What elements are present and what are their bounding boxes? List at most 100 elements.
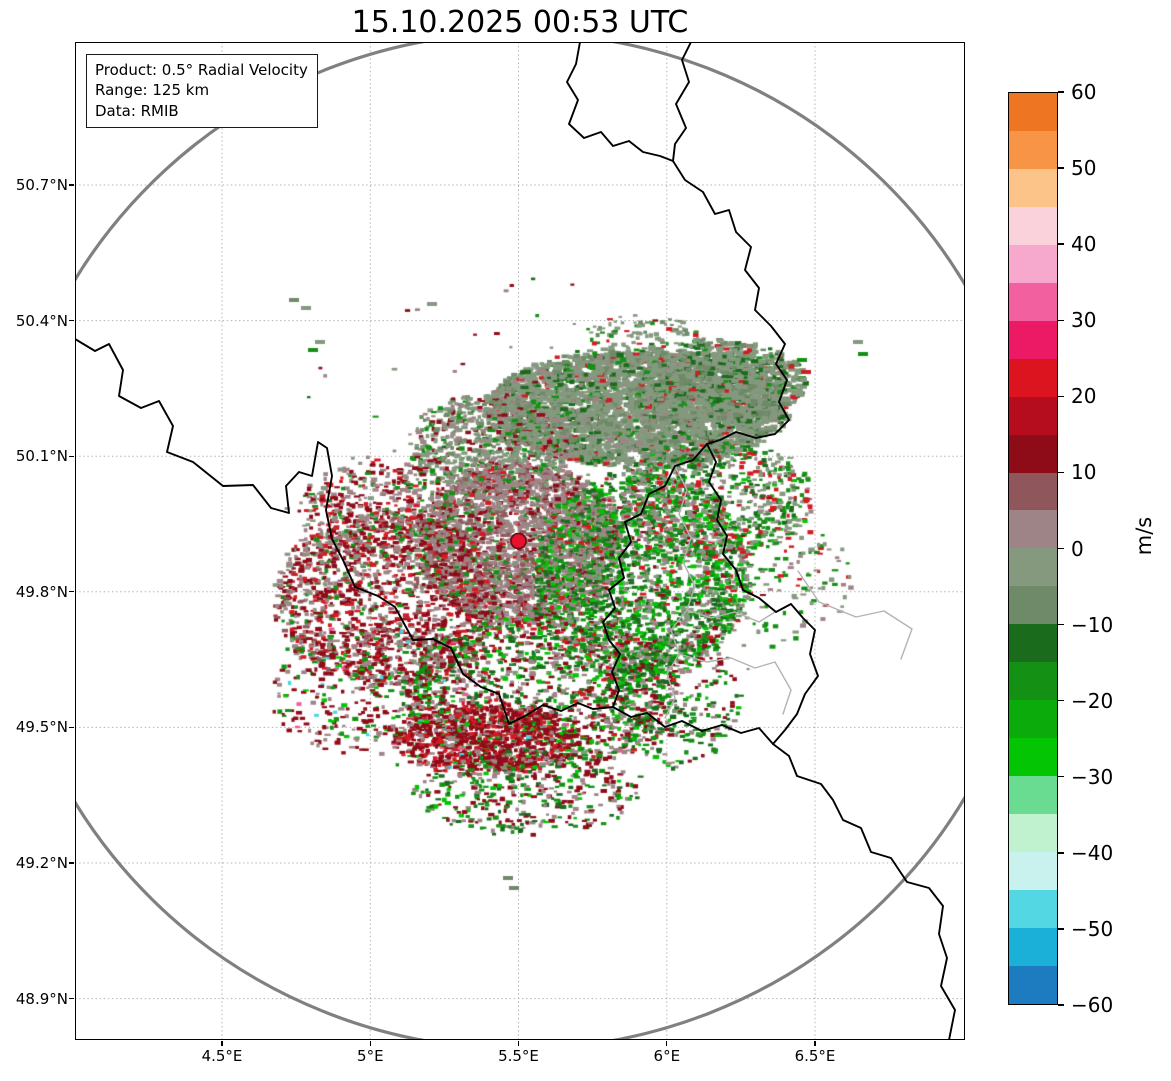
y-tick-mark <box>69 455 74 457</box>
colorbar-tick-label: 20 <box>1071 384 1097 409</box>
province-border <box>690 535 726 543</box>
colorbar-tick-mark <box>1058 1004 1064 1006</box>
province-border <box>818 601 913 660</box>
colorbar-tick-mark <box>1058 547 1064 550</box>
colorbar-segment <box>1009 206 1057 245</box>
colorbar-tick-mark <box>1058 776 1064 778</box>
range-line: Range: 125 km <box>95 81 210 100</box>
province-border <box>797 570 820 603</box>
colorbar-tick-label: 50 <box>1071 156 1097 181</box>
x-tick-label: 5.5°E <box>498 1047 539 1065</box>
colorbar-segment <box>1009 93 1057 131</box>
product-info-box: Product: 0.5° Radial Velocity Range: 125… <box>86 54 318 129</box>
country-border <box>612 706 774 745</box>
y-tick-mark <box>69 184 74 186</box>
colorbar-tick-label: −40 <box>1071 840 1114 865</box>
colorbar-tick-label: 40 <box>1071 232 1097 257</box>
x-tick-mark <box>666 1041 668 1046</box>
figure-title: 15.10.2025 00:53 UTC <box>351 5 689 40</box>
colorbar-segment <box>1009 814 1057 853</box>
colorbar-tick-label: 0 <box>1071 536 1084 561</box>
map-overlay <box>75 42 965 1040</box>
colorbar-segment <box>1009 738 1057 777</box>
country-border <box>672 160 790 445</box>
colorbar-segment <box>1009 510 1057 549</box>
x-tick-mark <box>221 1041 223 1046</box>
province-border <box>664 609 688 719</box>
colorbar-segment <box>1009 662 1057 701</box>
y-tick-label: 48.9°N <box>15 989 68 1008</box>
colorbar-tick-label: 30 <box>1071 308 1097 333</box>
x-tick-label: 5°E <box>357 1047 384 1065</box>
country-border <box>75 338 614 725</box>
colorbar-tick-mark <box>1058 395 1064 398</box>
colorbar-segment <box>1009 700 1057 739</box>
y-tick-label: 50.4°N <box>15 311 68 330</box>
colorbar-tick-label: 60 <box>1071 80 1097 104</box>
colorbar-tick-mark <box>1058 91 1064 93</box>
product-line: Product: 0.5° Radial Velocity <box>95 61 308 79</box>
colorbar-tick-mark <box>1058 243 1064 245</box>
x-tick-label: 4.5°E <box>201 1047 243 1065</box>
x-tick-label: 6°E <box>653 1047 681 1065</box>
colorbar-segment <box>1009 586 1057 625</box>
colorbar-tick-label: −60 <box>1071 993 1114 1017</box>
colorbar-tick-label: −30 <box>1071 764 1114 789</box>
colorbar-segment <box>1009 472 1057 511</box>
colorbar-segment <box>1009 434 1057 473</box>
colorbar-tick-label: −20 <box>1071 688 1114 713</box>
colorbar-segment <box>1009 852 1057 891</box>
colorbar-tick-mark <box>1058 928 1064 930</box>
x-tick-mark <box>369 1041 371 1046</box>
colorbar-segment <box>1009 927 1057 966</box>
colorbar-tick-mark <box>1058 471 1064 474</box>
radar-site-marker <box>510 532 527 550</box>
y-tick-mark <box>69 319 74 322</box>
colorbar-tick-mark <box>1058 699 1064 702</box>
country-border <box>602 443 708 708</box>
province-border <box>686 609 776 623</box>
colorbar-tick-label: 10 <box>1071 460 1097 485</box>
map-plot: Product: 0.5° Radial Velocity Range: 125… <box>75 42 965 1040</box>
y-tick-label: 49.8°N <box>15 582 68 601</box>
colorbar-segment <box>1009 890 1057 928</box>
colorbar-segment <box>1009 396 1057 435</box>
province-border <box>678 653 776 669</box>
colorbar-tick-mark <box>1058 167 1064 169</box>
colorbar-segment <box>1009 358 1057 397</box>
country-border <box>706 443 819 745</box>
y-tick-mark <box>69 997 74 1000</box>
colorbar-segment <box>1009 965 1057 1004</box>
y-tick-label: 49.5°N <box>15 718 68 737</box>
y-tick-mark <box>69 726 74 729</box>
data-source-line: Data: RMIB <box>95 101 179 120</box>
province-border <box>774 661 792 715</box>
country-border <box>772 743 956 1040</box>
country-border <box>566 42 674 162</box>
colorbar-tick-label: −50 <box>1071 916 1114 941</box>
colorbar-unit-label: m/s <box>1132 516 1156 556</box>
x-tick-mark <box>814 1041 816 1046</box>
colorbar-segment <box>1009 168 1057 207</box>
colorbar-tick-mark <box>1058 852 1064 854</box>
country-border <box>672 42 692 162</box>
colorbar-segment <box>1009 282 1057 321</box>
y-tick-mark <box>69 862 74 864</box>
y-tick-label: 49.2°N <box>15 854 68 872</box>
y-tick-label: 50.1°N <box>15 447 68 466</box>
colorbar-segment <box>1009 130 1057 169</box>
colorbar-tick-mark <box>1058 623 1064 626</box>
x-tick-label: 6.5°E <box>794 1047 836 1065</box>
colorbar <box>1008 92 1058 1005</box>
y-tick-mark <box>69 591 74 593</box>
colorbar-tick-label: −10 <box>1071 612 1114 637</box>
colorbar-tick-mark <box>1058 319 1064 321</box>
colorbar-segment <box>1009 624 1057 663</box>
colorbar-segment <box>1009 320 1057 359</box>
colorbar-segment <box>1009 548 1057 587</box>
x-tick-mark <box>517 1041 520 1046</box>
colorbar-segment <box>1009 776 1057 815</box>
y-tick-label: 50.7°N <box>15 176 68 194</box>
colorbar-segment <box>1009 244 1057 283</box>
